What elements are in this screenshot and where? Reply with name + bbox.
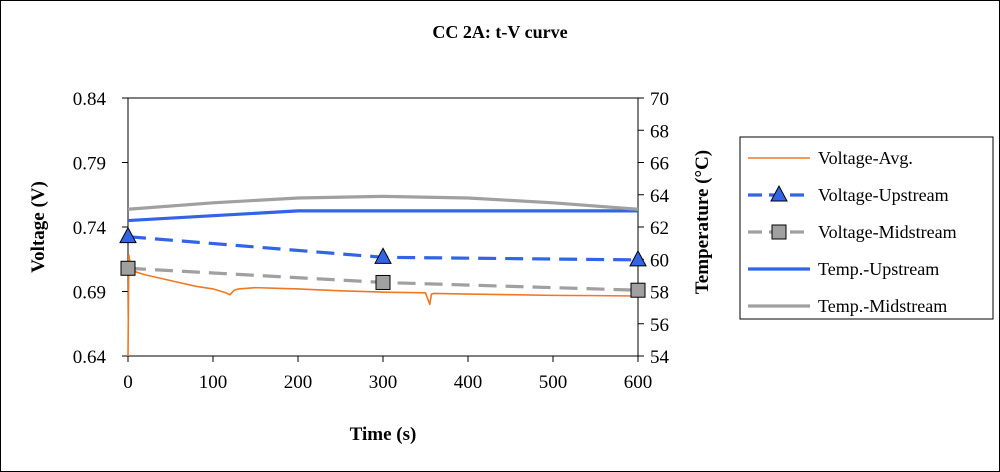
x-tick-label: 200	[284, 372, 313, 393]
x-axis-title: Time (s)	[350, 424, 417, 445]
marker-voltage-midstream	[120, 260, 136, 276]
y-tick-label: 0.69	[73, 283, 106, 304]
legend-marker-voltage-upstream	[770, 184, 788, 202]
y2-tick-label: 64	[650, 186, 670, 207]
x-tick-label: 600	[624, 372, 653, 393]
y-tick-label: 0.79	[73, 154, 106, 175]
series-line-voltage-avg	[127, 254, 639, 357]
legend-label-voltage-avg: Voltage-Avg.	[818, 148, 913, 168]
legend-label-voltage-midstream: Voltage-Midstream	[818, 222, 957, 242]
legend-label-temp-upstream: Temp.-Upstream	[818, 259, 939, 279]
marker-voltage-upstream	[629, 249, 647, 267]
series-line-temp-upstream	[127, 209, 638, 223]
marker-voltage-upstream	[374, 247, 392, 264]
y2-tick-label: 68	[650, 121, 669, 142]
legend: Voltage-Avg. Voltage-Upstream Voltage-Mids…	[748, 148, 957, 316]
x-tick-label: 100	[199, 372, 228, 393]
y2-tick-label: 70	[650, 89, 669, 110]
y-tick-label: 0.64	[73, 347, 107, 368]
marker-voltage-midstream	[375, 274, 391, 290]
series-layer	[119, 194, 647, 357]
y2-tick-label: 60	[650, 250, 669, 271]
y-tick-label: 0.84	[73, 89, 107, 110]
axes: 0 100 200 300 400 500 600 0.64 0.69 0.74 0.79 0.84 5…	[73, 89, 670, 393]
y2-tick-label: 56	[650, 315, 669, 336]
y2-tick-label: 54	[650, 347, 670, 368]
series-line-temp-midstream	[127, 194, 639, 211]
x-tick-label: 0	[123, 372, 133, 393]
y2-tick-label: 66	[650, 154, 669, 175]
y-axis-title: Voltage (V)	[28, 181, 49, 273]
marker-voltage-upstream	[119, 226, 137, 244]
chart-title: CC 2A: t-V curve	[432, 22, 567, 42]
legend-label-temp-midstream: Temp.-Midstream	[818, 296, 947, 316]
x-tick-label: 500	[539, 372, 568, 393]
plot-area	[127, 97, 639, 357]
marker-voltage-midstream	[630, 282, 646, 298]
x-tick-label: 300	[369, 372, 398, 393]
x-tick-label: 400	[454, 372, 483, 393]
legend-marker-voltage-midstream	[771, 224, 787, 240]
y2-tick-label: 58	[650, 283, 669, 304]
legend-label-voltage-upstream: Voltage-Upstream	[818, 185, 949, 205]
y2-axis-title: Temperature (°C)	[692, 150, 713, 294]
y2-tick-label: 62	[650, 218, 669, 239]
y-tick-label: 0.74	[73, 218, 107, 239]
